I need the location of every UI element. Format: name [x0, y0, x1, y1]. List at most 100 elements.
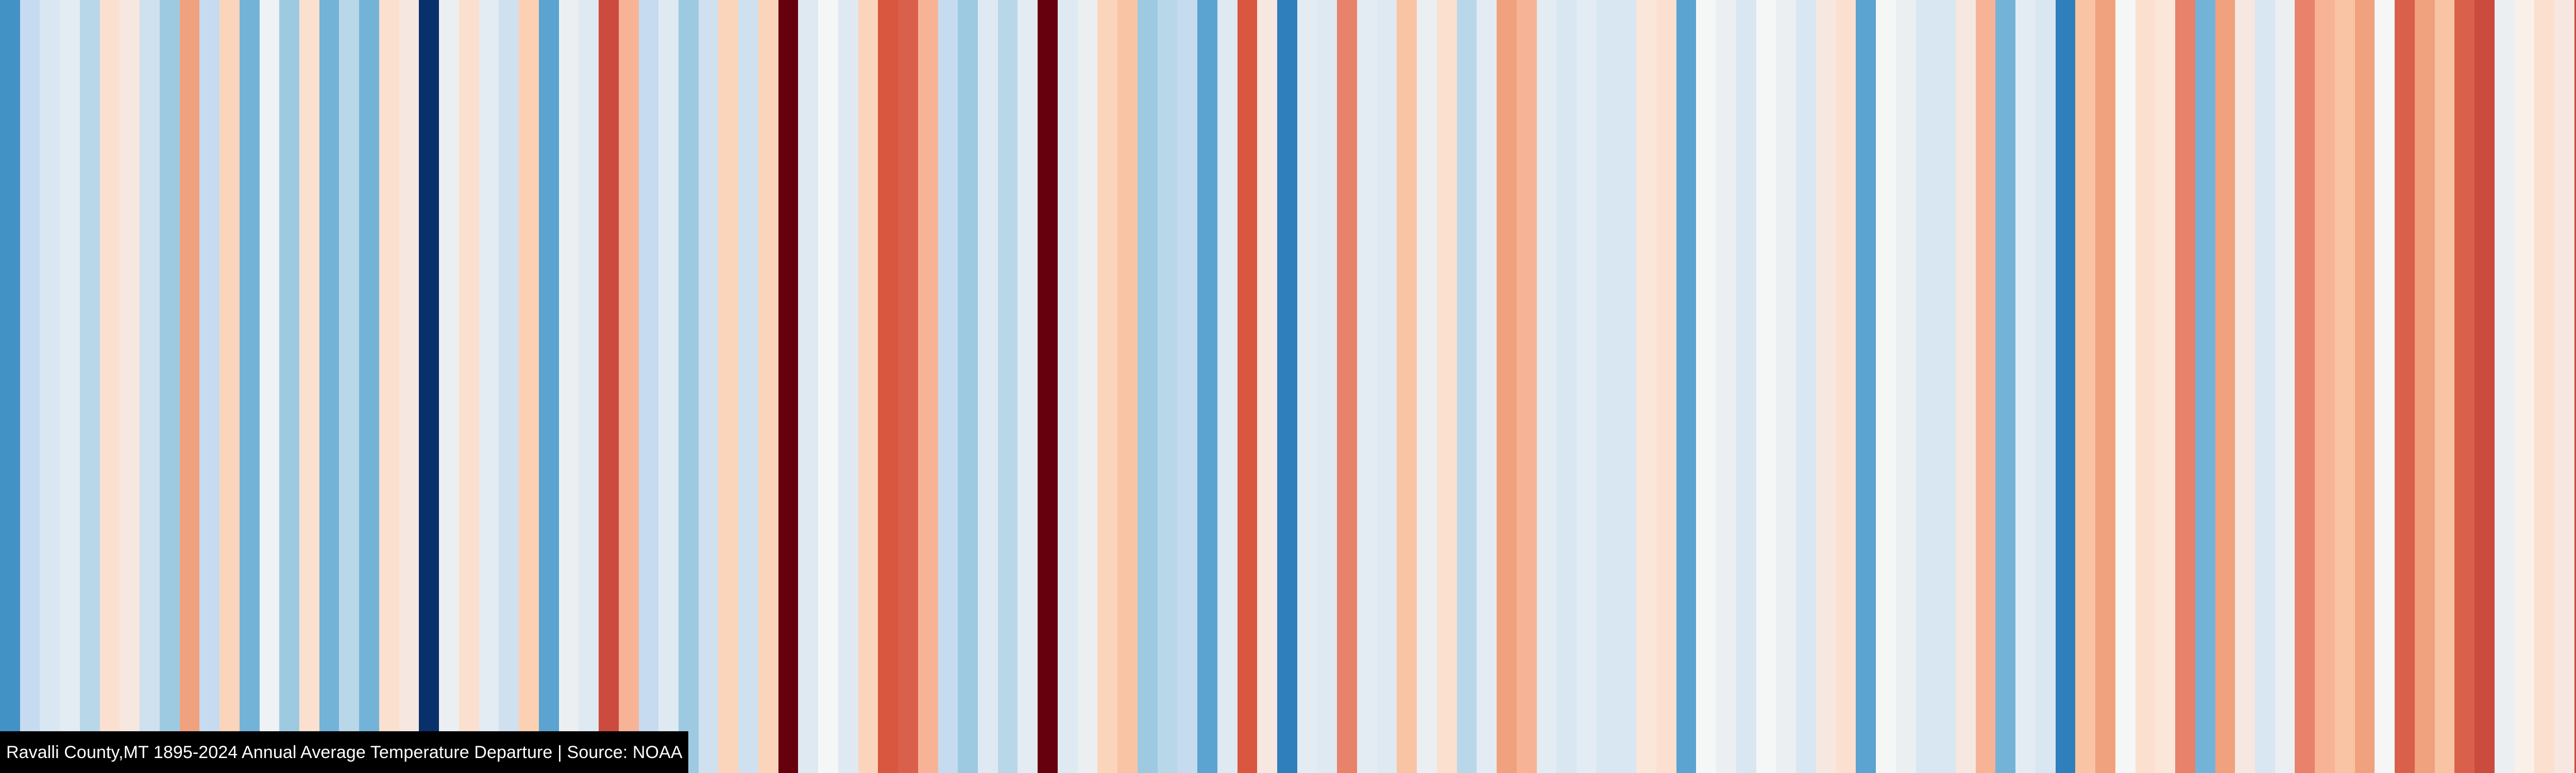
- stripe-1951: [1117, 0, 1138, 773]
- stripe-1924: [579, 0, 599, 773]
- stripe-1997: [2035, 0, 2056, 773]
- stripe-2022: [2534, 0, 2554, 773]
- stripe-1988: [1856, 0, 1876, 773]
- stripe-1930: [698, 0, 719, 773]
- stripe-2006: [2215, 0, 2235, 773]
- stripe-1981: [1716, 0, 1736, 773]
- stripe-1927: [638, 0, 659, 773]
- stripe-2010: [2295, 0, 2315, 773]
- stripe-2024: [2574, 0, 2576, 773]
- stripe-1982: [1736, 0, 1756, 773]
- stripe-1957: [1237, 0, 1258, 773]
- stripe-1911: [319, 0, 340, 773]
- stripe-1972: [1536, 0, 1557, 773]
- stripe-1994: [1975, 0, 1996, 773]
- stripe-1931: [718, 0, 739, 773]
- stripe-1947: [1038, 0, 1058, 773]
- stripe-1946: [1018, 0, 1038, 773]
- stripe-1936: [818, 0, 838, 773]
- stripe-1984: [1776, 0, 1797, 773]
- stripe-2014: [2375, 0, 2395, 773]
- stripe-1898: [60, 0, 80, 773]
- stripe-1966: [1417, 0, 1437, 773]
- stripe-1999: [2075, 0, 2096, 773]
- stripe-1942: [938, 0, 958, 773]
- stripe-1922: [538, 0, 559, 773]
- stripe-1960: [1297, 0, 1317, 773]
- stripe-1945: [997, 0, 1018, 773]
- stripe-2013: [2354, 0, 2375, 773]
- stripe-1902: [140, 0, 160, 773]
- stripe-1903: [159, 0, 180, 773]
- stripe-1941: [918, 0, 938, 773]
- stripe-1989: [1876, 0, 1896, 773]
- stripe-1944: [977, 0, 998, 773]
- stripe-1899: [79, 0, 100, 773]
- stripe-1897: [40, 0, 60, 773]
- stripe-1964: [1377, 0, 1397, 773]
- stripe-1907: [239, 0, 260, 773]
- stripe-2009: [2275, 0, 2295, 773]
- stripe-1943: [958, 0, 978, 773]
- stripe-2015: [2395, 0, 2415, 773]
- stripe-1937: [838, 0, 858, 773]
- stripe-1921: [519, 0, 539, 773]
- stripe-1925: [599, 0, 619, 773]
- stripe-1915: [399, 0, 419, 773]
- stripe-2002: [2135, 0, 2156, 773]
- stripe-2016: [2414, 0, 2435, 773]
- stripe-1970: [1497, 0, 1517, 773]
- stripe-1932: [738, 0, 758, 773]
- stripe-1935: [798, 0, 819, 773]
- stripe-1998: [2055, 0, 2076, 773]
- caption-bar: Ravalli County,MT 1895-2024 Annual Avera…: [0, 731, 688, 773]
- stripe-1959: [1277, 0, 1297, 773]
- stripe-1962: [1337, 0, 1357, 773]
- stripe-2000: [2095, 0, 2115, 773]
- stripe-1909: [279, 0, 300, 773]
- stripe-2008: [2255, 0, 2275, 773]
- stripe-1933: [758, 0, 778, 773]
- stripe-1913: [359, 0, 379, 773]
- stripe-1906: [219, 0, 240, 773]
- stripe-1987: [1836, 0, 1856, 773]
- caption-text: Ravalli County,MT 1895-2024 Annual Avera…: [6, 742, 683, 762]
- stripe-1912: [339, 0, 360, 773]
- stripe-1918: [459, 0, 479, 773]
- stripe-1969: [1477, 0, 1497, 773]
- stripe-1908: [259, 0, 280, 773]
- stripe-2019: [2475, 0, 2495, 773]
- stripe-1948: [1057, 0, 1078, 773]
- stripe-1938: [858, 0, 878, 773]
- stripe-1896: [20, 0, 40, 773]
- stripe-1973: [1556, 0, 1577, 773]
- stripe-1971: [1516, 0, 1537, 773]
- stripe-1968: [1456, 0, 1477, 773]
- stripe-1934: [778, 0, 799, 773]
- stripe-1983: [1756, 0, 1776, 773]
- stripe-1940: [898, 0, 918, 773]
- stripe-1978: [1656, 0, 1676, 773]
- stripe-1952: [1137, 0, 1158, 773]
- stripe-1990: [1895, 0, 1916, 773]
- stripe-1895: [0, 0, 20, 773]
- stripe-1928: [658, 0, 679, 773]
- stripe-2020: [2494, 0, 2515, 773]
- stripe-1916: [419, 0, 439, 773]
- stripe-1919: [479, 0, 499, 773]
- stripe-1965: [1397, 0, 1417, 773]
- stripe-2017: [2434, 0, 2455, 773]
- stripe-1950: [1097, 0, 1118, 773]
- stripe-1967: [1436, 0, 1457, 773]
- stripe-1949: [1077, 0, 1098, 773]
- stripe-1974: [1577, 0, 1597, 773]
- stripe-1979: [1676, 0, 1697, 773]
- stripe-2005: [2195, 0, 2215, 773]
- stripe-1920: [499, 0, 519, 773]
- stripe-1900: [99, 0, 120, 773]
- stripe-1904: [179, 0, 200, 773]
- stripe-1954: [1177, 0, 1198, 773]
- stripe-2007: [2235, 0, 2255, 773]
- stripe-1929: [678, 0, 699, 773]
